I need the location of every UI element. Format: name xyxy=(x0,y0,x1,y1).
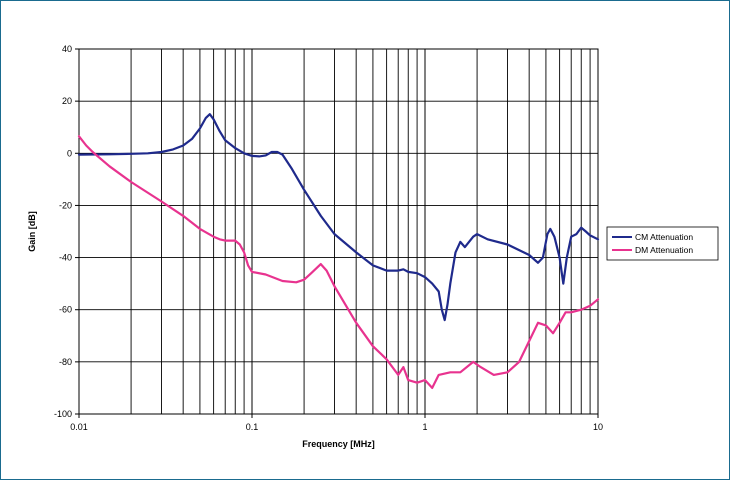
x-tick-label: 10 xyxy=(593,422,603,432)
y-tick-label: 0 xyxy=(67,148,72,158)
x-axis-label: Frequency [MHz] xyxy=(302,439,375,449)
legend-box xyxy=(606,226,719,261)
y-tick-label: 40 xyxy=(62,44,72,54)
y-tick-label: -100 xyxy=(54,409,72,419)
series-group xyxy=(77,113,600,389)
legend-label-dm: DM Attenuation xyxy=(635,245,693,255)
y-tick-label: -60 xyxy=(59,305,72,315)
x-tick-label: 0.1 xyxy=(246,422,259,432)
x-tick-label: 1 xyxy=(422,422,427,432)
series-line-dm-attenuation xyxy=(77,135,600,389)
y-tick-label: 20 xyxy=(62,96,72,106)
y-tick-label: -80 xyxy=(59,357,72,367)
y-axis-label: Gain [dB] xyxy=(27,211,37,252)
y-tick-label: -40 xyxy=(59,253,72,263)
legend: CM Attenuation DM Attenuation xyxy=(606,226,719,261)
plot-area-border xyxy=(78,48,599,415)
legend-label-cm: CM Attenuation xyxy=(635,232,693,242)
axis-ticks: 40 20 0 -20 -40 -60 -80 -100 0.01 0.1 1 10 xyxy=(54,44,603,432)
y-tick-label: -20 xyxy=(59,200,72,210)
series-line-cm-attenuation xyxy=(77,113,600,322)
x-tick-label: 0.01 xyxy=(70,422,88,432)
